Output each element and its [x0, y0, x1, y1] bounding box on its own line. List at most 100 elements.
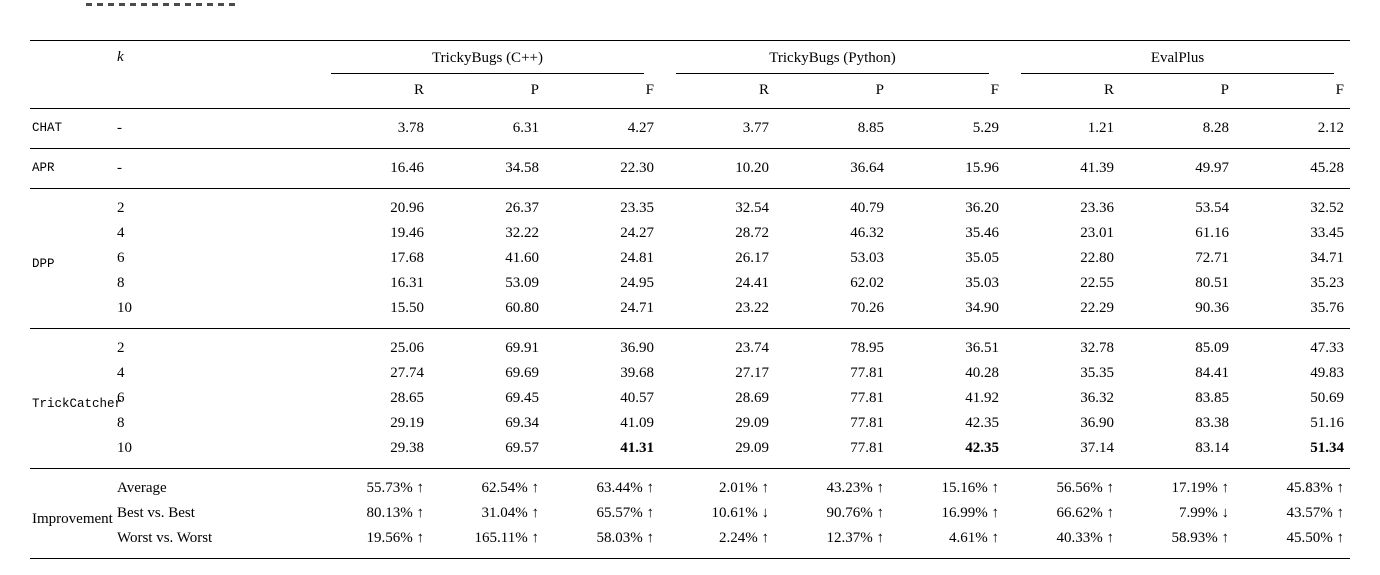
- value-cell: 23.22: [735, 300, 770, 316]
- metric-header-f: F: [545, 74, 661, 109]
- table-row: Best vs. Best 80.13% ↑ 31.04% ↑ 65.57% ↑ 10.…: [30, 501, 1350, 526]
- value-cell: 31.04% ↑: [481, 505, 540, 521]
- value-cell: 15.16% ↑: [890, 468, 1006, 501]
- value-cell: 10.61% ↓: [711, 505, 770, 521]
- metric-header-r: R: [660, 74, 776, 109]
- value-cell: 61.16: [1195, 225, 1230, 241]
- value-cell: 83.38: [1195, 415, 1230, 431]
- value-cell: 23.36: [1005, 188, 1121, 221]
- value-cell: 46.32: [850, 225, 885, 241]
- value-cell: 39.68: [620, 365, 655, 381]
- value-cell: 69.57: [505, 440, 539, 456]
- value-cell: 60.80: [505, 300, 539, 316]
- table-row: Improvement Average 55.73% ↑ 62.54% ↑ 63.44%…: [30, 468, 1351, 559]
- value-cell: 1.21: [1005, 108, 1121, 149]
- metric-header-blank-method: [30, 74, 115, 109]
- value-cell: 2.24% ↑: [719, 530, 770, 546]
- k-value: 4: [117, 225, 125, 241]
- value-cell: 53.54: [1120, 188, 1236, 221]
- value-cell: 51.16: [1310, 415, 1345, 431]
- table-row: 4 27.74 69.69 39.68 27.17 77.81 40.28 35.35 84.4…: [30, 361, 1350, 386]
- value-cell: 43.23% ↑: [775, 468, 891, 501]
- value-cell: 84.41: [1195, 365, 1230, 381]
- value-cell: 24.81: [620, 250, 655, 266]
- value-cell: 77.81: [850, 415, 885, 431]
- value-cell: 41.09: [620, 415, 655, 431]
- value-cell: 4.61% ↑: [949, 530, 1000, 546]
- table-row: 6 28.65 69.45 40.57 28.69 77.81 41.92 36.32 83.8…: [30, 386, 1350, 411]
- table-row: 4 19.46 32.22 24.27 28.72 46.32 35.46 23.01 61.1…: [30, 221, 1350, 246]
- value-cell: 69.45: [505, 390, 539, 406]
- value-cell: 12.37% ↑: [826, 530, 885, 546]
- group-header-trickybugs-python: TrickyBugs (Python): [660, 41, 1005, 74]
- metric-header-f: F: [1235, 74, 1351, 109]
- value-cell: 70.26: [850, 300, 885, 316]
- value-cell: 22.29: [1080, 300, 1115, 316]
- method-label: DPP: [30, 188, 115, 329]
- value-cell: 41.31: [620, 440, 655, 456]
- k-value: 6: [117, 250, 125, 266]
- value-cell: 28.72: [735, 225, 770, 241]
- metric-header-p: P: [775, 74, 891, 109]
- table-row: DPP 2 20.96 26.37 23.35 32.54 40.79 36.20 23.36 5…: [30, 188, 1351, 329]
- value-cell: 47.33: [1235, 328, 1351, 361]
- table-row: CHAT -3.78 6.31 4.27 3.77 8.85 5.29 1.21 8.28 2.1…: [30, 108, 1351, 149]
- value-cell: 40.79: [775, 188, 891, 221]
- value-cell: 55.73% ↑: [315, 468, 430, 501]
- k-value: Worst vs. Worst: [117, 530, 213, 546]
- value-cell: 26.17: [735, 250, 770, 266]
- value-cell: 29.09: [735, 415, 770, 431]
- value-cell: 65.57% ↑: [596, 505, 655, 521]
- table-row: 10 29.38 69.57 41.31 29.09 77.81 42.35 37.14 83.…: [30, 436, 1350, 469]
- k-value: 10: [117, 440, 132, 456]
- k-value: 2: [115, 328, 315, 361]
- value-cell: 24.27: [620, 225, 655, 241]
- group-header-trickybugs-cpp: TrickyBugs (C++): [315, 41, 660, 74]
- cropped-text-fragment: [86, 3, 236, 6]
- value-cell: 34.71: [1310, 250, 1345, 266]
- table-row: TrickCatcher 2 25.06 69.91 36.90 23.74 78.95 36…: [30, 328, 1351, 469]
- value-cell: 69.69: [505, 365, 539, 381]
- value-cell: 35.03: [965, 275, 1000, 291]
- value-cell: 36.90: [1080, 415, 1115, 431]
- value-cell: 35.76: [1310, 300, 1345, 316]
- value-cell: 51.34: [1310, 440, 1345, 456]
- group-header-row: k TrickyBugs (C++) TrickyBugs (Python) E…: [30, 41, 1350, 74]
- table-row: Worst vs. Worst 19.56% ↑ 165.11% ↑ 58.03% ↑…: [30, 526, 1350, 559]
- value-cell: 7.99% ↓: [1179, 505, 1230, 521]
- value-cell: 29.19: [390, 415, 424, 431]
- value-cell: 36.20: [890, 188, 1006, 221]
- value-cell: 8.28: [1120, 108, 1236, 149]
- value-cell: 35.35: [1080, 365, 1115, 381]
- method-label: TrickCatcher: [30, 328, 122, 469]
- value-cell: 41.60: [505, 250, 539, 266]
- value-cell: 53.03: [850, 250, 885, 266]
- value-cell: 17.68: [390, 250, 424, 266]
- value-cell: 63.44% ↑: [545, 468, 661, 501]
- value-cell: 78.95: [775, 328, 891, 361]
- value-cell: 37.14: [1080, 440, 1115, 456]
- k-value: -: [115, 108, 315, 149]
- k-value: 4: [117, 365, 125, 381]
- value-cell: 17.19% ↑: [1120, 468, 1236, 501]
- value-cell: 3.77: [660, 108, 776, 149]
- method-label: APR: [30, 148, 115, 189]
- value-cell: 62.02: [850, 275, 885, 291]
- method-label: CHAT: [30, 108, 115, 149]
- cmidrule-trickybugs-python: [676, 73, 990, 74]
- value-cell: 45.28: [1235, 148, 1351, 189]
- value-cell: 19.56% ↑: [366, 530, 425, 546]
- table-row: APR -16.46 34.58 22.30 10.20 36.64 15.96 41.39 4…: [30, 148, 1351, 189]
- value-cell: 25.06: [315, 328, 430, 361]
- results-table: k TrickyBugs (C++) TrickyBugs (Python) E…: [30, 40, 1351, 559]
- value-cell: 28.69: [735, 390, 770, 406]
- metric-header-p: P: [430, 74, 545, 109]
- value-cell: 90.36: [1195, 300, 1230, 316]
- value-cell: 23.01: [1080, 225, 1115, 241]
- value-cell: 56.56% ↑: [1005, 468, 1121, 501]
- value-cell: 22.30: [545, 148, 661, 189]
- k-value: Average: [115, 468, 315, 501]
- value-cell: 15.50: [390, 300, 424, 316]
- value-cell: 72.71: [1195, 250, 1230, 266]
